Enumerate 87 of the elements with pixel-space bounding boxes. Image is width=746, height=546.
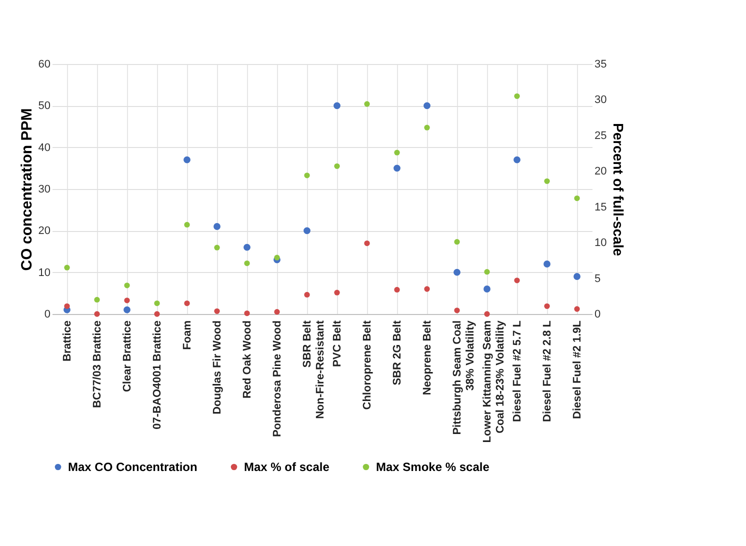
x-tick-label: 07-BAO4001 Brattice: [152, 320, 164, 430]
point: [544, 303, 550, 309]
y2-tick-label: 25: [594, 130, 607, 142]
point: [544, 178, 550, 184]
point: [424, 102, 430, 110]
y2-tick-label: 5: [594, 272, 601, 285]
point: [544, 260, 550, 268]
point: [214, 308, 220, 314]
y2-tick-label: 30: [594, 94, 607, 106]
point: [334, 290, 340, 296]
x-tick-label: Douglas Fir Wood: [212, 320, 224, 414]
point: [424, 286, 430, 292]
point: [484, 269, 490, 275]
x-tick-label: Pittsburgh Seam Coal 38% Volatility: [452, 320, 476, 435]
point: [304, 292, 310, 298]
point: [574, 306, 580, 312]
x-tick-label: Brattice: [62, 320, 74, 362]
point: [274, 254, 280, 260]
point: [484, 311, 490, 317]
point: [244, 260, 250, 266]
x-tick-label: Chloroprene Belt: [362, 320, 374, 410]
point: [454, 268, 460, 276]
point: [214, 244, 220, 250]
point: [484, 286, 490, 292]
y2-axis-title: Percent of full-scale: [610, 122, 627, 256]
y2-tick-label: 10: [594, 237, 607, 250]
y-axis-title: CO concentration PPM: [18, 108, 36, 271]
x-tick-label: Lower Kittanning Seam Coal 18-23% Volatility: [482, 320, 506, 443]
point: [454, 308, 460, 314]
point: [514, 278, 520, 284]
x-tick-label: Diesel Fuel #2 2.8 L: [542, 320, 554, 422]
point: [514, 156, 520, 164]
point: [274, 309, 280, 315]
point: [304, 227, 310, 234]
point: [334, 163, 340, 169]
x-tick-label: Diesel Fuel #2 1.9L: [572, 320, 584, 419]
point: [124, 282, 130, 288]
y2-tick-label: 0: [594, 308, 601, 320]
point: [334, 102, 340, 110]
point: [124, 298, 130, 304]
x-tick-label: Clear Brattice: [122, 320, 134, 392]
y2-tick-label: 20: [594, 166, 607, 178]
legend-label: Max % of scale: [244, 460, 330, 474]
x-tick-label: SBR Belt Non-Fire-Resistant: [302, 320, 326, 419]
x-tick-label: SBR 2G Belt: [392, 320, 404, 386]
point: [364, 101, 370, 107]
y-tick-label: 50: [38, 100, 50, 112]
point: [184, 222, 190, 228]
point: [244, 310, 250, 316]
point: [154, 311, 160, 317]
y-tick-label: 30: [38, 184, 50, 196]
point: [154, 300, 160, 306]
y-tick-label: 60: [38, 58, 50, 70]
x-tick-label: Neoprene Belt: [422, 320, 434, 396]
x-tick-label: Ponderosa Pine Wood: [272, 320, 284, 438]
point: [64, 303, 70, 309]
point: [304, 172, 310, 178]
x-tick-label: PVC Belt: [332, 320, 344, 367]
x-tick-label: Foam: [182, 320, 194, 350]
point: [64, 264, 70, 270]
point: [424, 124, 430, 130]
point: [574, 195, 580, 202]
point: [454, 239, 460, 245]
point: [214, 223, 220, 230]
y-tick-label: 40: [38, 142, 50, 154]
point: [394, 286, 400, 293]
point: [514, 93, 520, 99]
y-tick-label: 0: [44, 308, 50, 320]
x-tick-label: Red Oak Wood: [242, 320, 254, 399]
point: [94, 296, 100, 303]
point: [184, 156, 190, 164]
point: [124, 306, 130, 314]
point: [364, 240, 370, 246]
x-tick-label: BC77/03 Brattice: [92, 320, 104, 408]
y-tick-label: 10: [38, 266, 50, 279]
point: [394, 150, 400, 156]
y-tick-label: 20: [38, 225, 50, 238]
point: [184, 300, 190, 306]
y2-tick-label: 15: [594, 201, 607, 214]
point: [244, 244, 250, 251]
x-tick-label: Diesel Fuel #2 5.7 L: [512, 320, 524, 422]
point: [394, 164, 400, 172]
point: [574, 273, 580, 280]
point: [94, 311, 100, 317]
legend-label: Max Smoke % scale: [376, 460, 490, 474]
y2-tick-label: 35: [594, 58, 607, 70]
legend-label: Max CO Concentration: [68, 460, 198, 474]
